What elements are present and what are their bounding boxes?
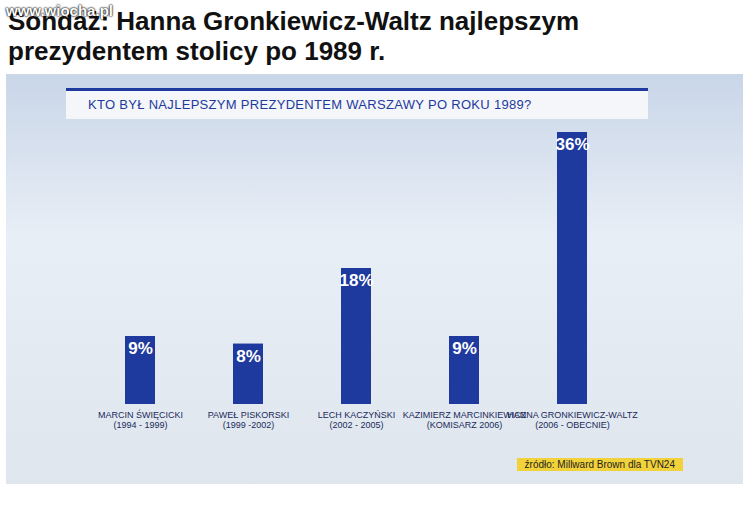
html-text:KTO BYŁ NAJLEPSZYM PREZYDENTEM: KTO BYŁ NAJLEPSZYM PREZYDENTEM WARSZAWY … — [88, 97, 532, 112]
svg-text:LECH KACZYŃSKI(2002 - 2005): LECH KACZYŃSKI(2002 - 2005) — [318, 410, 396, 430]
html-text:KAZIMIERZ MARCINKIEWICZ: KAZIMIERZ MARCINKIEWICZ — [402, 409, 527, 420]
svg-text:36%: 36% — [555, 135, 589, 154]
svg-text:9%: 9% — [452, 339, 477, 358]
svg-text:MARCIN ŚWIĘCICKI(1994 - 1999): MARCIN ŚWIĘCICKI(1994 - 1999) — [98, 409, 183, 430]
html-text:źródło: Millward Brown dla TVN: źródło: Millward Brown dla TVN24 — [524, 459, 675, 470]
svg-text:8%: 8% — [236, 346, 261, 365]
html-text:(KOMISARZ 2006): (KOMISARZ 2006) — [426, 420, 503, 431]
html-text:www.wiocha.pl: www.wiocha.pl — [6, 2, 113, 19]
svg-text:18%: 18% — [339, 271, 373, 290]
svg-text:HANNA GRONKIEWICZ-WALTZ(2006 -: HANNA GRONKIEWICZ-WALTZ(2006 - OBECNIE) — [507, 410, 638, 430]
svg-text:9%: 9% — [128, 339, 153, 358]
svg-text:PAWEŁ PISKORSKI(1999 -2002): PAWEŁ PISKORSKI(1999 -2002) — [208, 410, 290, 430]
html-text:Sondaż: Hanna Gronkiewicz-Walt: Sondaż: Hanna Gronkiewicz-Waltz najlepsz… — [8, 6, 580, 66]
